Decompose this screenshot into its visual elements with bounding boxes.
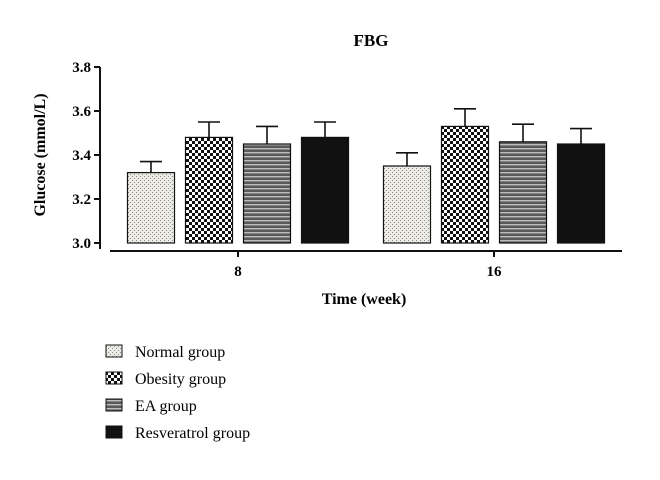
legend-swatch	[105, 344, 123, 358]
bar	[300, 136, 350, 244]
x-axis-label: Time (week)	[322, 291, 407, 308]
y-tick-label: 3.8	[72, 60, 91, 76]
bar	[440, 125, 490, 244]
x-tick-label: 16	[487, 264, 503, 280]
bar	[184, 136, 234, 244]
y-tick-label: 3.2	[72, 192, 91, 208]
chart-title: FBG	[354, 31, 389, 50]
legend-swatch	[105, 398, 123, 412]
plot-area: 3.0 3.2 3.4 3.6 3.8 8 16	[72, 60, 622, 280]
legend-swatch	[105, 371, 123, 385]
legend-entry-label: Obesity group	[135, 371, 226, 388]
bar	[556, 143, 606, 244]
bar	[382, 165, 432, 244]
legend-swatch	[105, 425, 123, 439]
bar	[126, 172, 176, 244]
y-tick-label: 3.4	[72, 148, 91, 164]
legend-entry-label: EA group	[135, 398, 197, 415]
bar	[498, 141, 548, 244]
bar	[242, 143, 292, 244]
legend-entry-label: Normal group	[135, 344, 225, 361]
legend-entry-label: Resveratrol group	[135, 425, 250, 442]
x-tick-label: 8	[234, 264, 242, 280]
legend: Normal group Obesity group EA group Resvera…	[105, 344, 250, 442]
y-tick-label: 3.0	[72, 236, 91, 252]
y-axis-label: Glucose (mmol/L)	[32, 93, 49, 216]
y-tick-label: 3.6	[72, 104, 91, 120]
